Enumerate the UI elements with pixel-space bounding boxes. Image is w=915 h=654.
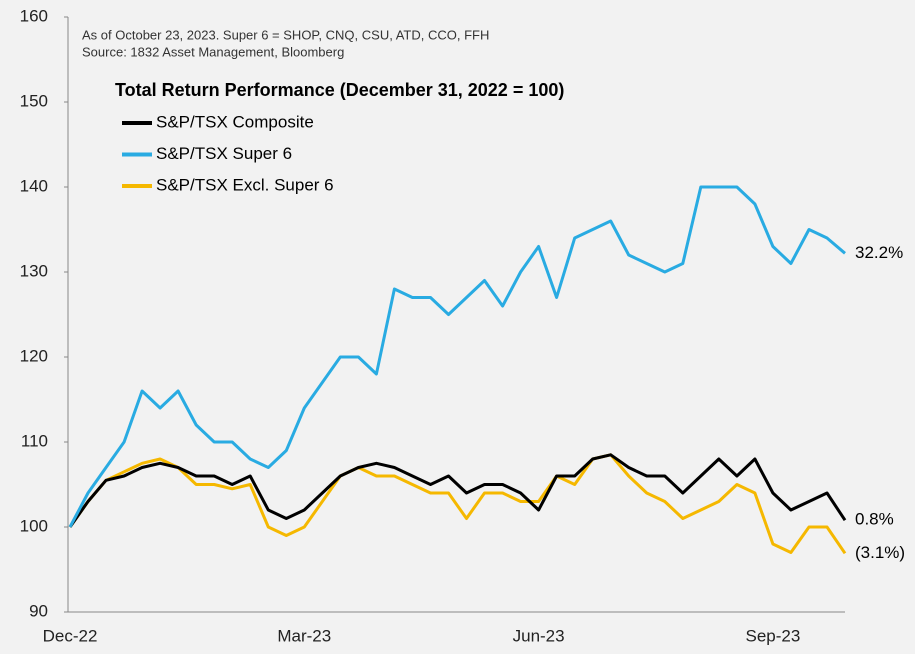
y-tick-label: 160 <box>20 6 48 25</box>
y-tick-label: 110 <box>21 431 48 450</box>
y-tick-label: 90 <box>29 601 48 620</box>
series-line <box>68 185 846 528</box>
x-tick-label: Dec-22 <box>43 626 98 645</box>
series-line <box>68 453 847 555</box>
x-tick-label: Jun-23 <box>513 626 565 645</box>
chart-title: Total Return Performance (December 31, 2… <box>115 80 564 100</box>
note: Source: 1832 Asset Management, Bloomberg <box>82 44 344 59</box>
end-label: 32.2% <box>855 243 903 262</box>
y-tick-label: 140 <box>20 176 48 195</box>
y-tick-label: 130 <box>20 261 48 280</box>
y-tick-label: 120 <box>20 346 48 365</box>
x-tick-label: Sep-23 <box>745 626 800 645</box>
y-tick-label: 100 <box>20 516 48 535</box>
y-tick-label: 150 <box>20 91 48 110</box>
x-tick-label: Mar-23 <box>277 626 331 645</box>
note: As of October 23, 2023. Super 6 = SHOP, … <box>82 27 489 42</box>
legend-label: S&P/TSX Super 6 <box>156 144 292 163</box>
legend-label: S&P/TSX Excl. Super 6 <box>156 175 334 194</box>
series-line <box>68 453 847 528</box>
end-label: (3.1%) <box>855 543 905 562</box>
end-label: 0.8% <box>855 510 894 529</box>
legend-label: S&P/TSX Composite <box>156 112 314 131</box>
